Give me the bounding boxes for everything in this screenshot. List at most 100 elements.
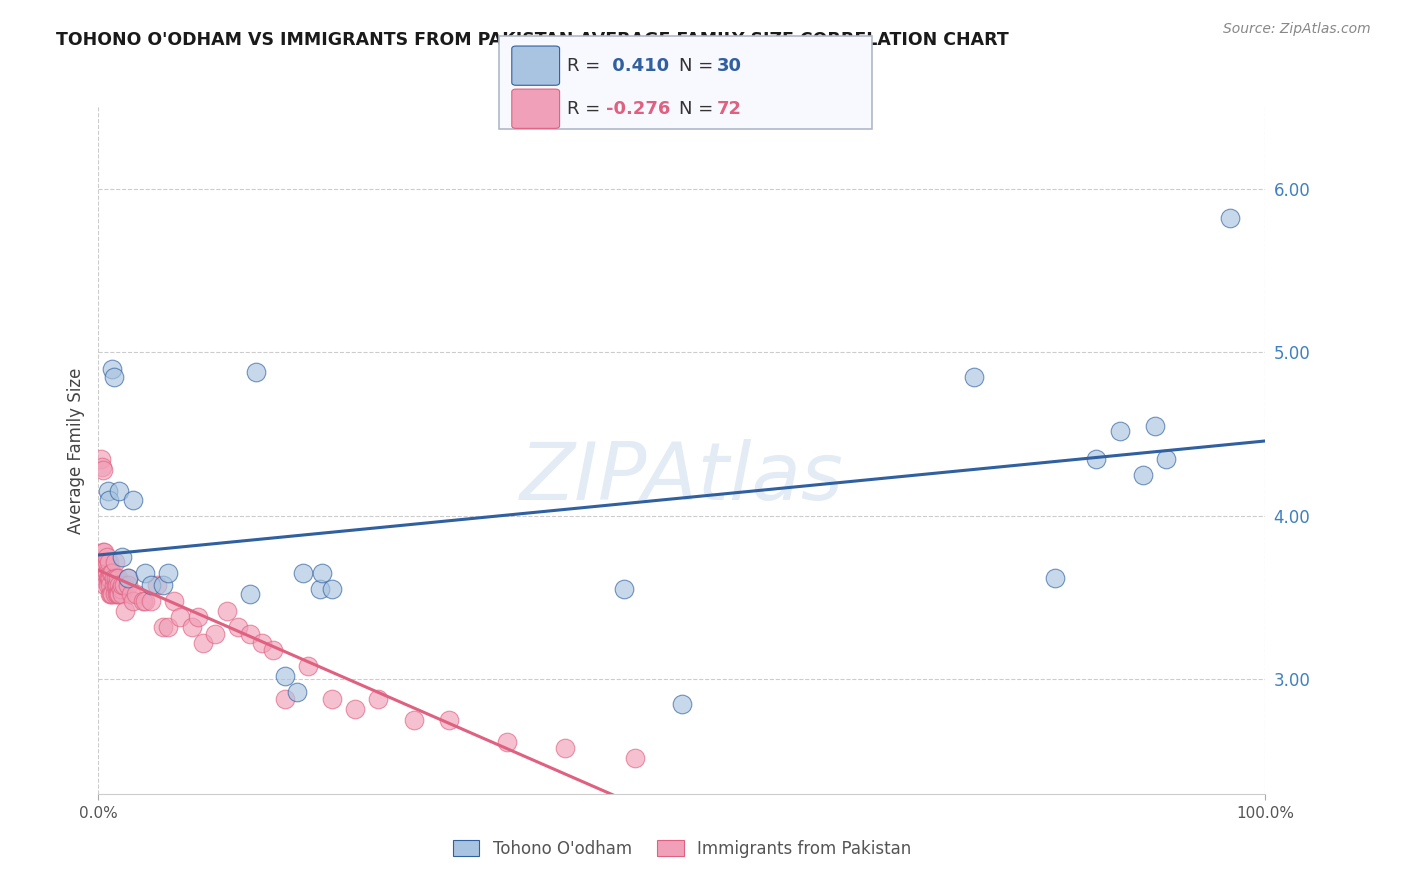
Point bbox=[111, 549, 134, 564]
Point bbox=[1108, 424, 1130, 438]
Point bbox=[437, 714, 460, 728]
Point bbox=[108, 484, 131, 499]
Point bbox=[1045, 571, 1067, 585]
Point bbox=[98, 587, 121, 601]
Point bbox=[1143, 419, 1166, 434]
Point bbox=[321, 692, 343, 706]
Point bbox=[117, 571, 139, 585]
Point bbox=[1085, 451, 1108, 466]
Point bbox=[97, 577, 120, 591]
Point bbox=[98, 571, 121, 585]
Point bbox=[101, 587, 124, 601]
Point bbox=[105, 587, 128, 601]
Text: R =: R = bbox=[567, 57, 606, 75]
Point bbox=[285, 685, 308, 699]
Legend: Tohono O'odham, Immigrants from Pakistan: Tohono O'odham, Immigrants from Pakistan bbox=[446, 833, 918, 864]
Point bbox=[239, 626, 262, 640]
Point bbox=[93, 545, 115, 559]
Point bbox=[98, 577, 121, 591]
Point bbox=[228, 620, 250, 634]
Point bbox=[110, 582, 132, 597]
Point bbox=[134, 594, 156, 608]
Point bbox=[291, 566, 314, 581]
Point bbox=[122, 594, 145, 608]
Text: ZIPAtlas: ZIPAtlas bbox=[520, 439, 844, 517]
Point bbox=[96, 549, 118, 564]
Point bbox=[187, 610, 209, 624]
Point bbox=[107, 587, 129, 601]
Point bbox=[105, 577, 128, 591]
Text: Source: ZipAtlas.com: Source: ZipAtlas.com bbox=[1223, 22, 1371, 37]
Point bbox=[97, 555, 120, 569]
Text: 72: 72 bbox=[717, 100, 742, 118]
Point bbox=[157, 566, 180, 581]
Point bbox=[157, 620, 180, 634]
Point bbox=[204, 626, 226, 640]
Point bbox=[96, 566, 118, 581]
Point bbox=[94, 577, 117, 591]
Point bbox=[309, 582, 332, 597]
Point bbox=[97, 484, 120, 499]
Point bbox=[114, 604, 136, 618]
Text: R =: R = bbox=[567, 100, 606, 118]
Point bbox=[104, 571, 127, 585]
Text: N =: N = bbox=[679, 100, 718, 118]
Point bbox=[104, 587, 127, 601]
Point bbox=[169, 610, 191, 624]
Y-axis label: Average Family Size: Average Family Size bbox=[66, 368, 84, 533]
Point bbox=[103, 369, 125, 384]
Point bbox=[193, 636, 215, 650]
Point bbox=[496, 734, 519, 748]
Point bbox=[139, 577, 162, 591]
Point bbox=[245, 365, 267, 379]
Point bbox=[180, 620, 202, 634]
Point bbox=[111, 587, 134, 601]
Point bbox=[274, 669, 297, 683]
Text: TOHONO O'ODHAM VS IMMIGRANTS FROM PAKISTAN AVERAGE FAMILY SIZE CORRELATION CHART: TOHONO O'ODHAM VS IMMIGRANTS FROM PAKIST… bbox=[56, 31, 1010, 49]
Point bbox=[90, 451, 112, 466]
Point bbox=[101, 361, 124, 376]
Point bbox=[94, 571, 117, 585]
Text: 30: 30 bbox=[717, 57, 742, 75]
Text: N =: N = bbox=[679, 57, 718, 75]
Point bbox=[367, 692, 389, 706]
Text: 0.410: 0.410 bbox=[606, 57, 669, 75]
Point bbox=[215, 604, 238, 618]
Point bbox=[111, 577, 134, 591]
Point bbox=[311, 566, 333, 581]
Point bbox=[97, 571, 120, 585]
Point bbox=[613, 582, 636, 597]
Point bbox=[671, 697, 693, 711]
Point bbox=[239, 587, 262, 601]
Point bbox=[103, 571, 125, 585]
Point bbox=[96, 555, 118, 569]
Point bbox=[112, 577, 135, 591]
Point bbox=[100, 587, 122, 601]
Point bbox=[962, 369, 984, 384]
Point bbox=[152, 577, 174, 591]
Point bbox=[103, 577, 125, 591]
Text: -0.276: -0.276 bbox=[606, 100, 671, 118]
Point bbox=[152, 620, 174, 634]
Point bbox=[624, 751, 647, 765]
Point bbox=[1154, 451, 1177, 466]
Point bbox=[1219, 211, 1241, 226]
Point bbox=[90, 459, 112, 474]
Point bbox=[122, 492, 145, 507]
Point bbox=[120, 587, 142, 601]
Point bbox=[344, 702, 367, 716]
Point bbox=[104, 577, 127, 591]
Point bbox=[262, 643, 284, 657]
Point bbox=[91, 463, 114, 477]
Point bbox=[97, 571, 120, 585]
Point bbox=[554, 741, 576, 756]
Point bbox=[117, 571, 139, 585]
Point bbox=[134, 566, 156, 581]
Point bbox=[402, 714, 425, 728]
Point bbox=[297, 659, 319, 673]
Point bbox=[108, 577, 131, 591]
Point bbox=[163, 594, 186, 608]
Point bbox=[93, 555, 115, 569]
Point bbox=[321, 582, 343, 597]
Point bbox=[125, 587, 148, 601]
